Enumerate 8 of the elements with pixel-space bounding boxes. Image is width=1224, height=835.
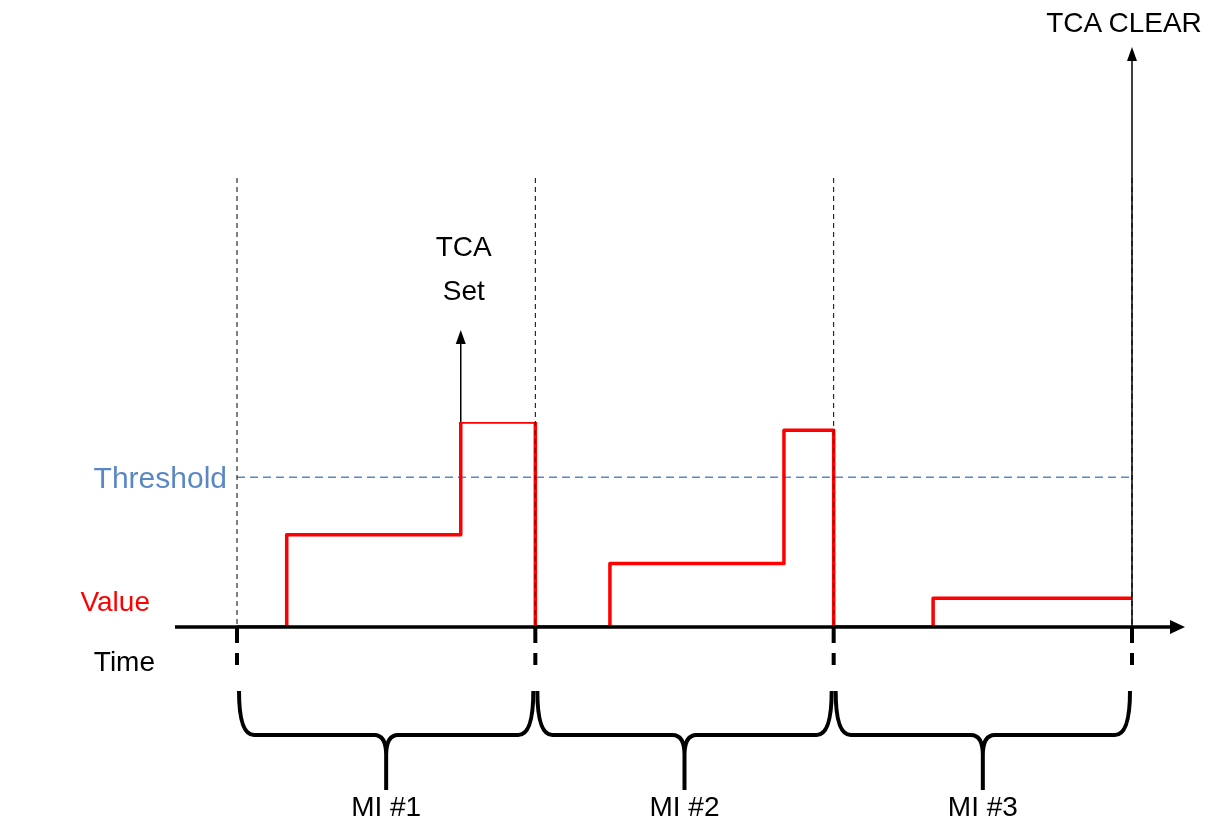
text: Value xyxy=(80,586,150,617)
ref-line-label: Threshold xyxy=(93,461,227,494)
text: MI #1 xyxy=(351,791,422,822)
text: MI #3 xyxy=(947,791,1018,822)
text: MI #2 xyxy=(649,791,720,822)
text: TCA CLEAR xyxy=(1046,7,1202,38)
text: TCA Set xyxy=(435,231,493,306)
x-axis-title: Time xyxy=(93,646,155,677)
